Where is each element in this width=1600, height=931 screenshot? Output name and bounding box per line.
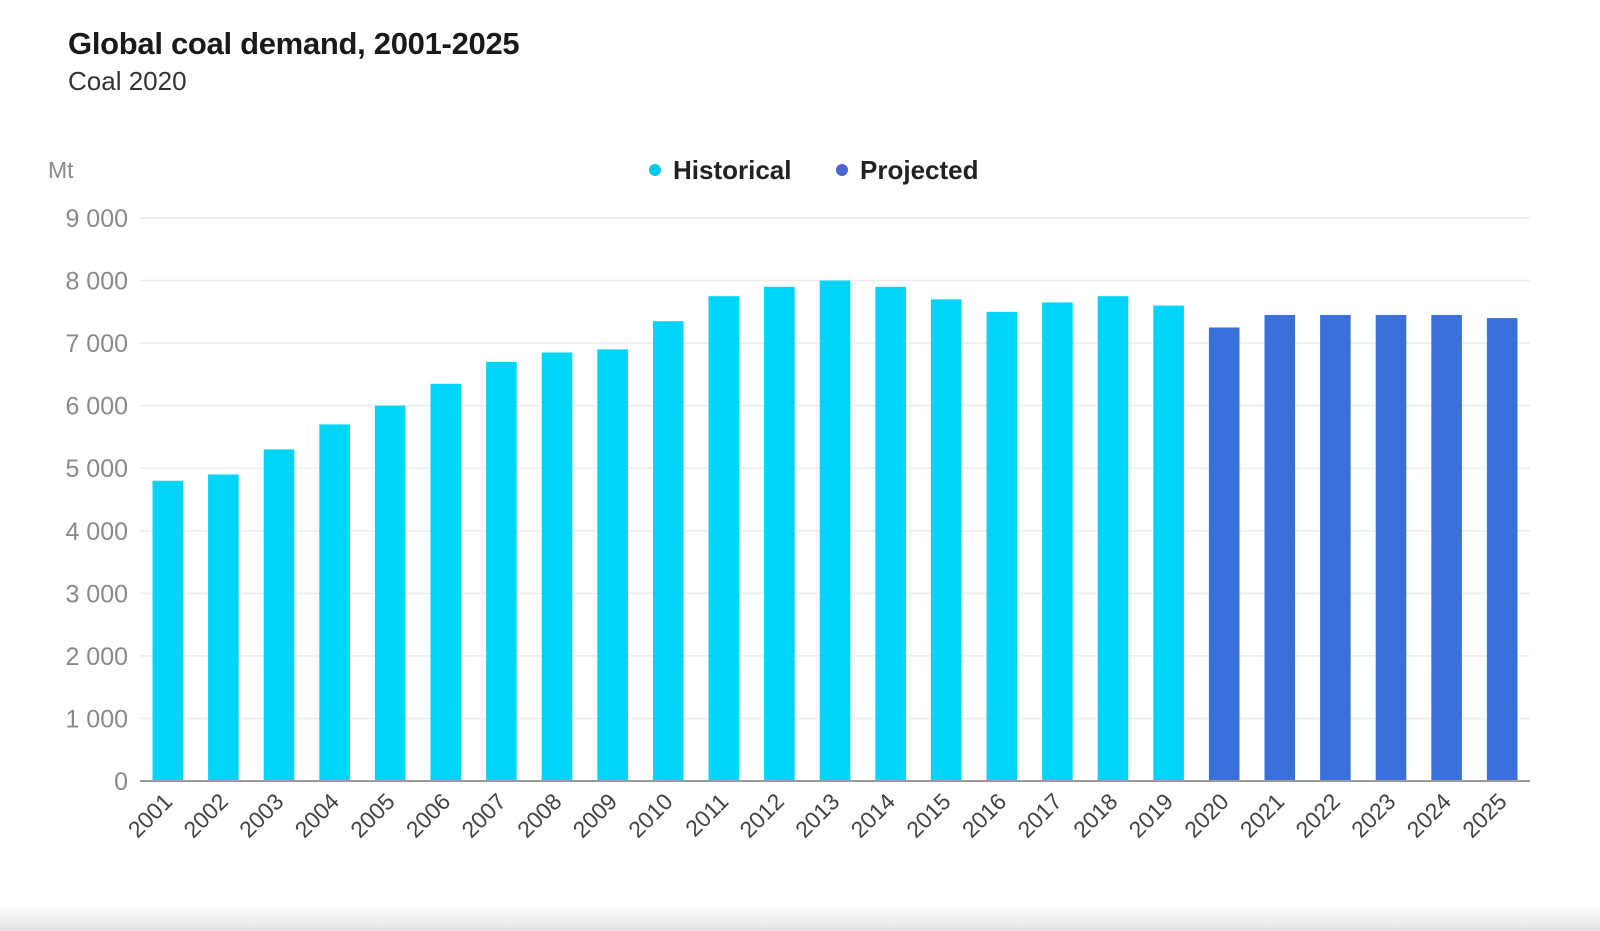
x-tick-label: 2006 (401, 788, 456, 843)
x-tick-label: 2017 (1012, 788, 1067, 843)
x-tick-label: 2023 (1346, 788, 1401, 843)
y-tick-label: 8 000 (65, 268, 128, 296)
bar-projected-2020 (1208, 327, 1240, 781)
x-tick-label: 2002 (178, 788, 233, 843)
y-tick-label: 0 (114, 768, 128, 796)
y-axis-unit-label: Mt (48, 157, 74, 183)
y-tick-label: 4 000 (65, 518, 128, 546)
bar-historical-2007 (486, 361, 517, 781)
x-tick-label: 2016 (957, 788, 1012, 843)
x-tick-label: 2012 (734, 788, 789, 843)
bar-historical-2019 (1153, 305, 1184, 781)
y-axis-tick-labels: 0 1 000 2 000 3 000 4 000 5 000 6 000 7 000 8 00… (65, 205, 128, 796)
legend-label-historical: Historical (673, 155, 792, 185)
y-tick-label: 1 000 (65, 705, 128, 733)
legend: Historical Projected (649, 155, 979, 185)
x-tick-label: 2019 (1124, 788, 1179, 843)
bar-historical-2012 (764, 286, 795, 781)
x-tick-label: 2009 (568, 788, 623, 843)
bar-projected-2023 (1375, 314, 1407, 781)
x-tick-label: 2014 (846, 788, 901, 843)
bar-historical-2013 (819, 280, 851, 781)
x-tick-label: 2015 (901, 788, 956, 843)
bar-historical-2014 (875, 286, 906, 781)
x-tick-label: 2003 (234, 788, 289, 843)
x-tick-label: 2022 (1290, 788, 1345, 843)
bar-historical-2011 (708, 296, 740, 781)
legend-label-projected: Projected (860, 155, 979, 185)
y-tick-label: 6 000 (65, 393, 128, 421)
bar-projected-2025 (1486, 318, 1518, 781)
x-tick-label: 2011 (680, 788, 733, 841)
y-tick-label: 7 000 (65, 330, 128, 358)
bar-historical-2009 (597, 349, 628, 781)
y-tick-label: 2 000 (65, 643, 128, 671)
y-tick-label: 5 000 (65, 455, 128, 483)
y-tick-label: 3 000 (65, 580, 128, 608)
bar-historical-2015 (930, 299, 962, 781)
bar-historical-2006 (430, 383, 462, 781)
bar-historical-2008 (541, 352, 573, 781)
x-tick-label: 2018 (1068, 788, 1123, 843)
bar-projected-2021 (1264, 314, 1296, 781)
x-tick-label: 2007 (456, 788, 511, 843)
x-tick-label: 2020 (1179, 788, 1234, 843)
x-tick-label: 2005 (345, 788, 400, 843)
bar-historical-2001 (152, 480, 184, 781)
bar-projected-2022 (1320, 314, 1351, 781)
bars (152, 280, 1518, 781)
bar-projected-2024 (1431, 314, 1462, 781)
bar-historical-2002 (208, 474, 239, 781)
x-tick-label: 2010 (623, 788, 678, 843)
bar-historical-2018 (1097, 296, 1129, 781)
chart-title: Global coal demand, 2001-2025 (68, 26, 520, 61)
x-tick-label: 2008 (512, 788, 567, 843)
bar-historical-2016 (986, 311, 1018, 781)
x-tick-label: 2013 (790, 788, 845, 843)
x-axis-tick-labels: 2001 2002 2003 2004 2005 2006 2007 2008 2009 2010… (123, 788, 1512, 843)
bar-historical-2010 (652, 321, 684, 781)
x-tick-label: 2001 (123, 788, 178, 843)
legend-dot-projected (836, 164, 848, 176)
bar-historical-2003 (263, 449, 295, 781)
x-tick-label: 2004 (290, 788, 345, 843)
bottom-edge-shade (0, 905, 1600, 931)
bar-historical-2017 (1042, 302, 1073, 781)
bar-historical-2005 (374, 405, 406, 781)
legend-dot-historical (649, 164, 661, 176)
y-tick-label: 9 000 (65, 205, 128, 233)
x-tick-label: 2025 (1457, 788, 1512, 843)
x-tick-label: 2021 (1235, 788, 1290, 843)
chart-subtitle: Coal 2020 (68, 66, 187, 96)
x-tick-label: 2024 (1402, 788, 1457, 843)
bar-historical-2004 (319, 424, 350, 781)
